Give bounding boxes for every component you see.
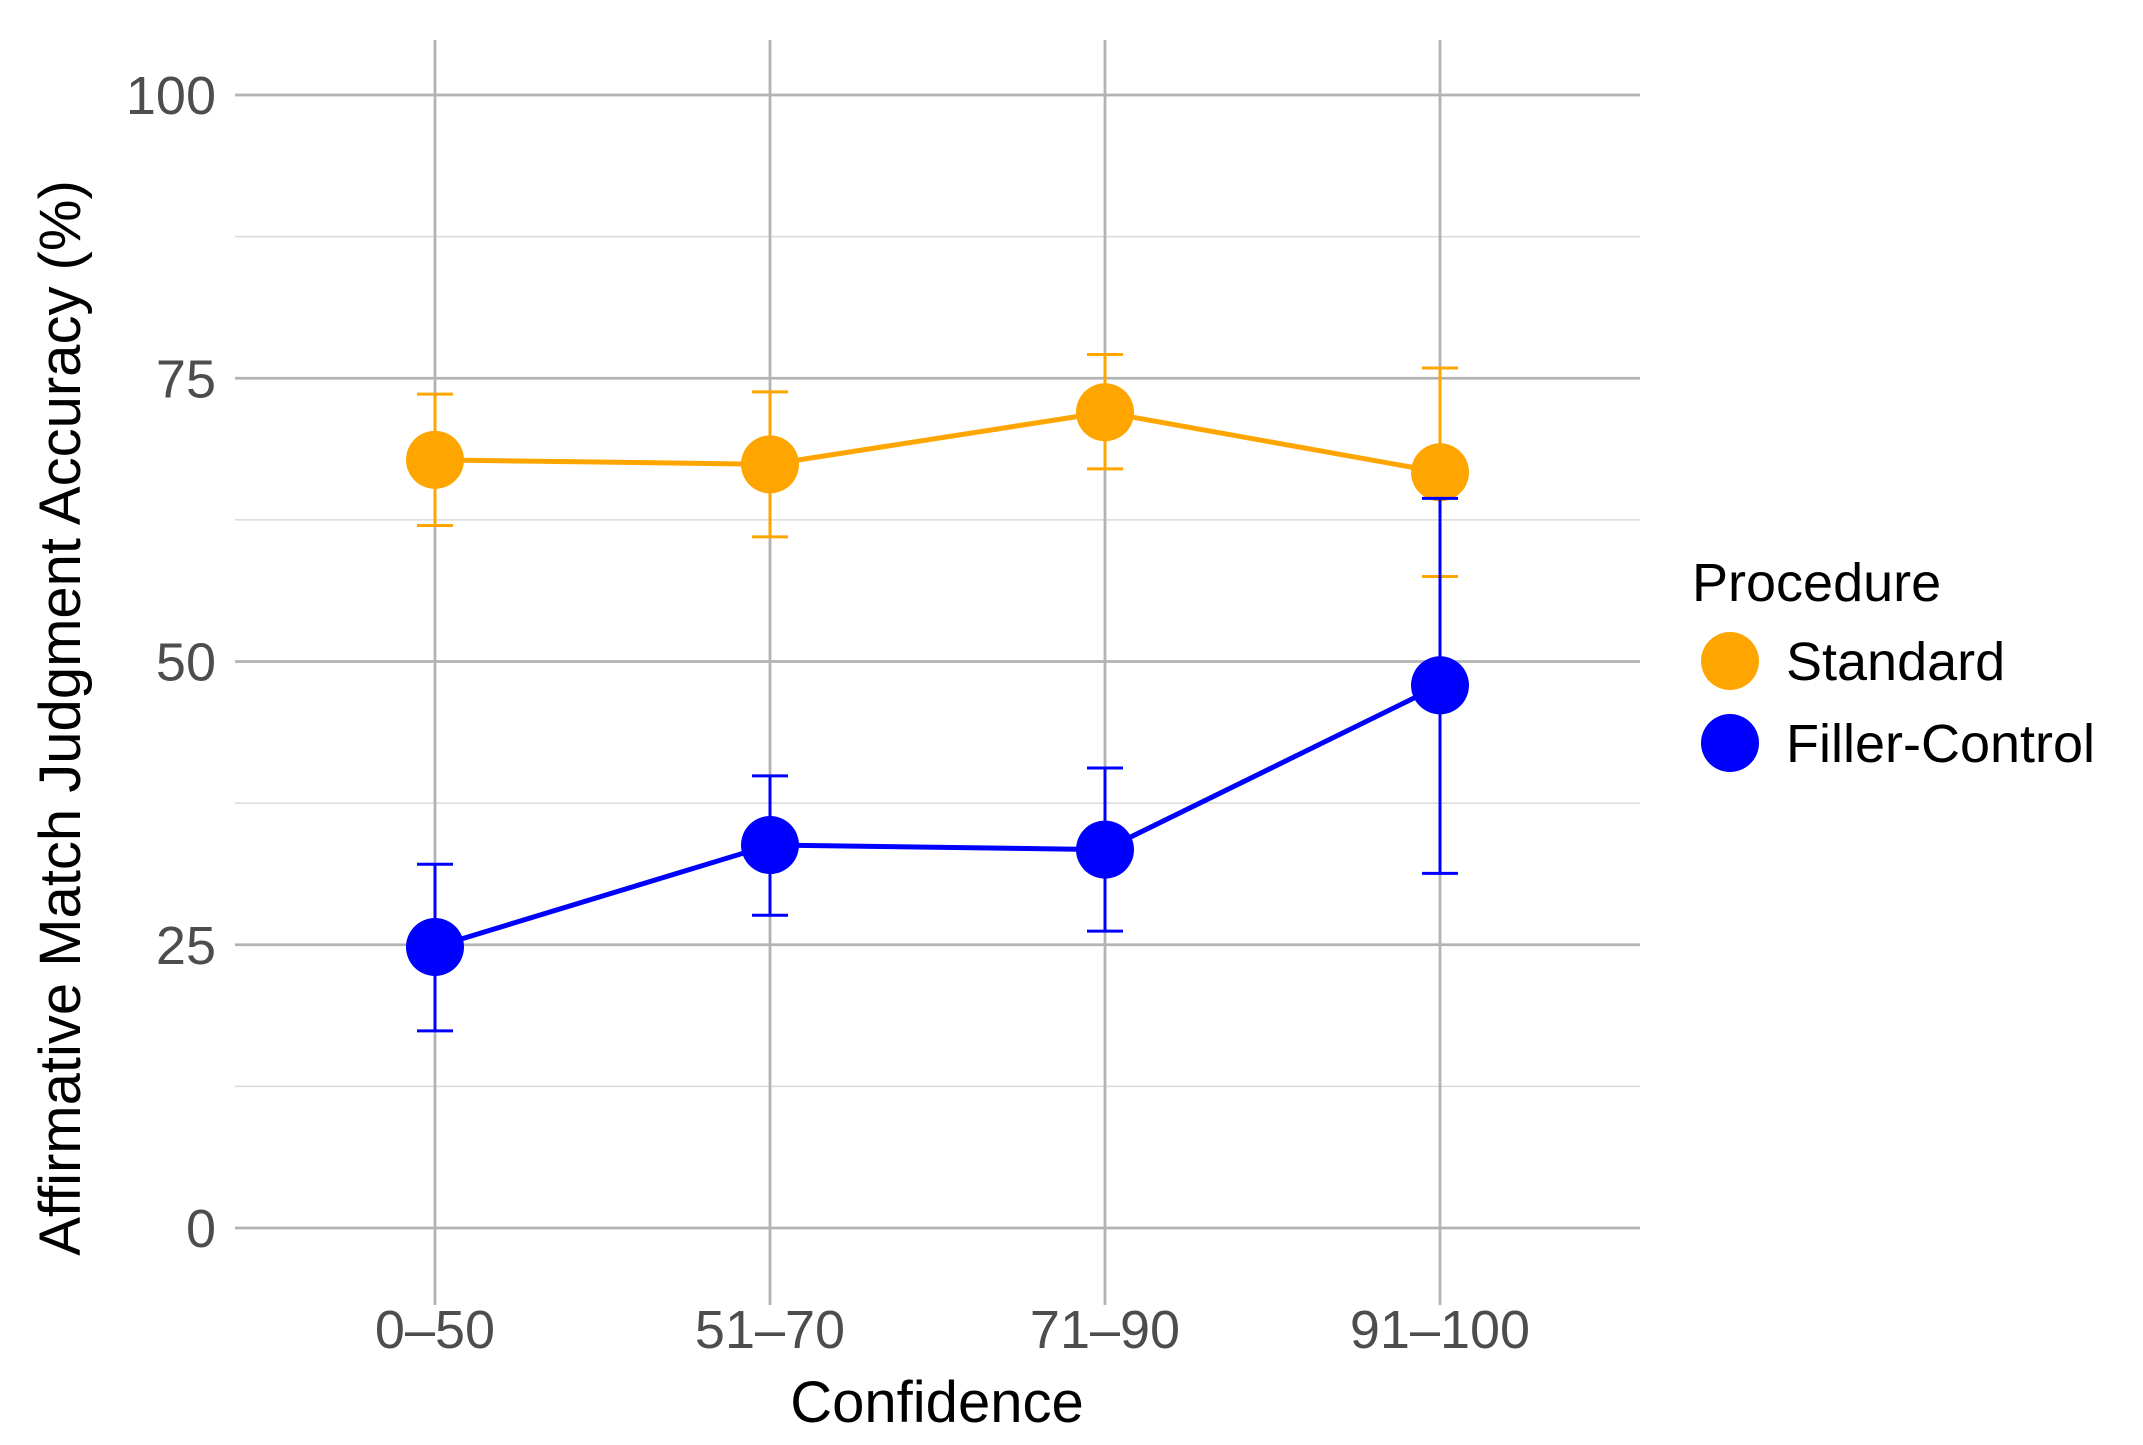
series-layer xyxy=(406,352,1469,1033)
y-tick-label: 0 xyxy=(186,1199,216,1259)
legend-key-filler-control xyxy=(1701,714,1759,772)
legend-title: Procedure xyxy=(1692,553,1941,613)
y-tick-label: 100 xyxy=(126,66,216,126)
y-tick-label: 50 xyxy=(156,633,216,693)
y-axis-ticks: 0 25 50 75 100 xyxy=(126,66,216,1259)
y-tick-label: 75 xyxy=(156,349,216,409)
series-line xyxy=(434,409,1441,475)
data-point xyxy=(1076,820,1134,879)
legend-label: Filler-Control xyxy=(1786,714,2095,774)
x-axis-ticks: 0–50 51–70 71–90 91–100 xyxy=(375,1300,1530,1360)
data-point xyxy=(1076,383,1134,442)
y-axis-title: Affirmative Match Judgment Accuracy (%) xyxy=(28,180,93,1256)
legend-key-standard xyxy=(1701,632,1759,690)
data-point xyxy=(406,430,464,489)
series-standard xyxy=(406,352,1469,579)
y-tick-label: 25 xyxy=(156,916,216,976)
legend: Procedure Standard Filler-Control xyxy=(1692,553,2095,774)
x-tick-label: 0–50 xyxy=(375,1300,495,1360)
x-tick-label: 51–70 xyxy=(695,1300,845,1360)
data-point xyxy=(1411,443,1469,502)
x-tick-label: 91–100 xyxy=(1350,1300,1530,1360)
x-axis-title: Confidence xyxy=(790,1370,1083,1435)
series-line xyxy=(434,683,1442,950)
data-point xyxy=(1411,656,1469,715)
x-tick-label: 71–90 xyxy=(1030,1300,1180,1360)
data-point xyxy=(406,918,464,977)
legend-label: Standard xyxy=(1786,632,2005,692)
data-point xyxy=(741,435,799,494)
data-point xyxy=(741,816,799,875)
series-filler-control xyxy=(406,496,1469,1033)
